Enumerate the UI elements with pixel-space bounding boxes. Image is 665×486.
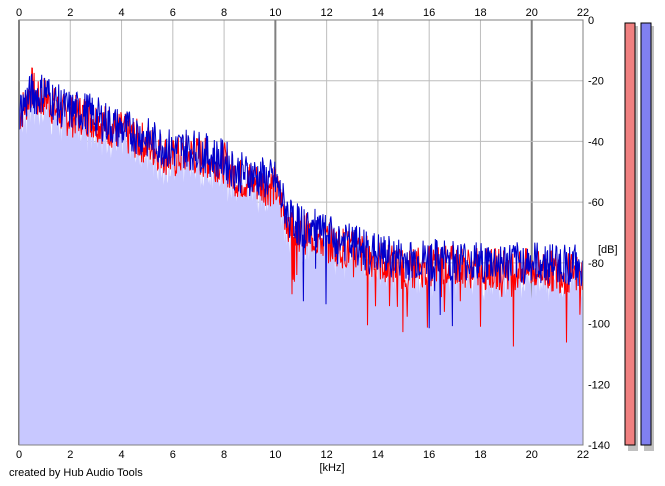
y-tick--140: -140	[588, 440, 610, 452]
x-tick-top-20: 20	[526, 7, 538, 19]
x-tick-bottom-14: 14	[372, 449, 384, 461]
x-tick-top-18: 18	[474, 7, 486, 19]
x-tick-top-6: 6	[170, 7, 176, 19]
x-axis-label: [kHz]	[319, 462, 344, 474]
x-tick-bottom-2: 2	[67, 449, 73, 461]
x-tick-labels-bottom: 0 2 4 6 8 10 12 14 16 18 20 22	[16, 449, 589, 461]
x-tick-bottom-12: 12	[321, 449, 333, 461]
y-tick-0: 0	[588, 15, 594, 27]
level-meter-right-bar	[640, 22, 652, 446]
y-tick--40: -40	[588, 136, 604, 148]
x-tick-bottom-22: 22	[577, 449, 589, 461]
x-tick-top-8: 8	[221, 7, 227, 19]
x-tick-bottom-20: 20	[526, 449, 538, 461]
level-meter-left	[624, 22, 638, 451]
level-meter-right	[640, 22, 654, 451]
x-tick-bottom-4: 4	[118, 449, 124, 461]
x-tick-top-4: 4	[118, 7, 124, 19]
x-tick-bottom-10: 10	[269, 449, 281, 461]
y-tick--100: -100	[588, 319, 610, 331]
x-tick-top-16: 16	[423, 7, 435, 19]
x-tick-bottom-18: 18	[474, 449, 486, 461]
y-tick-labels: 0 -20 -40 -60 -80 -100 -120 -140	[588, 15, 610, 452]
level-meter-left-bar	[624, 22, 636, 446]
spectrum-fill	[19, 86, 583, 446]
x-tick-bottom-8: 8	[221, 449, 227, 461]
y-tick--120: -120	[588, 379, 610, 391]
plot-frame	[18, 19, 584, 446]
series-blue-line	[18, 73, 584, 329]
x-tick-top-22: 22	[577, 7, 589, 19]
x-tick-bottom-16: 16	[423, 449, 435, 461]
credit-text: created by Hub Audio Tools	[9, 467, 143, 479]
plot-area	[18, 19, 584, 446]
x-tick-top-2: 2	[67, 7, 73, 19]
x-tick-bottom-0: 0	[16, 449, 22, 461]
x-tick-bottom-6: 6	[170, 449, 176, 461]
y-tick--80: -80	[588, 258, 604, 270]
x-tick-labels-top: 0 2 4 6 8 10 12 14 16 18 20 22	[16, 7, 589, 19]
y-axis-label: [dB]	[598, 244, 618, 256]
x-tick-top-0: 0	[16, 7, 22, 19]
x-tick-top-12: 12	[321, 7, 333, 19]
y-tick--20: -20	[588, 76, 604, 88]
y-tick--60: -60	[588, 197, 604, 209]
x-tick-top-10: 10	[269, 7, 281, 19]
x-tick-top-14: 14	[372, 7, 384, 19]
